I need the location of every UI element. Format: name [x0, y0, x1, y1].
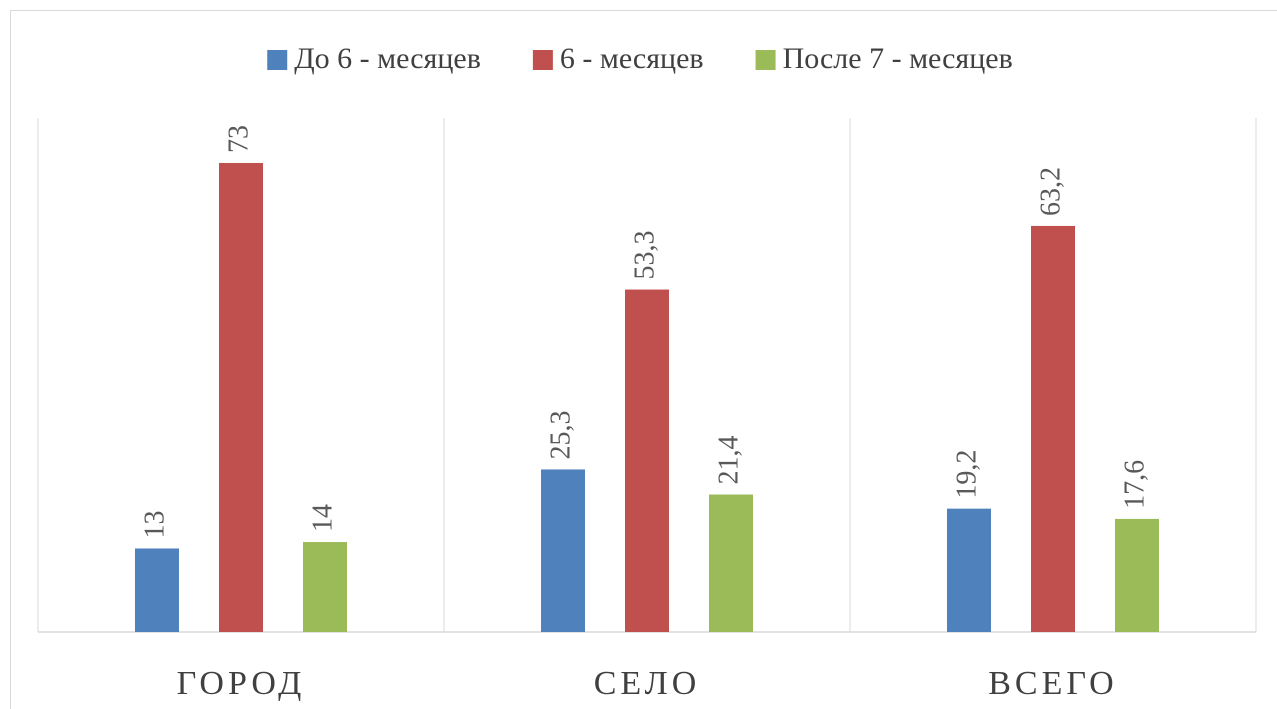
x-tick-label: СЕЛО [594, 665, 701, 702]
data-label: 73 [223, 125, 254, 153]
bar [1115, 518, 1159, 632]
data-label: 63,2 [1035, 167, 1066, 216]
bar [541, 469, 585, 632]
bar [709, 494, 753, 632]
data-label: 21,4 [713, 436, 744, 485]
data-label: 19,2 [951, 450, 982, 499]
data-label: 17,6 [1119, 460, 1150, 509]
legend-swatch [267, 50, 288, 70]
bar [947, 508, 991, 632]
bar [135, 548, 179, 632]
legend-swatch [755, 50, 776, 70]
bar [625, 289, 669, 632]
legend-swatch [532, 50, 553, 70]
data-label: 14 [307, 504, 338, 532]
x-tick-label: ВСЕГО [988, 665, 1118, 702]
bar [219, 162, 263, 632]
data-label: 25,3 [545, 410, 576, 459]
x-tick-label: ГОРОД [177, 665, 306, 702]
legend-label: 6 - месяцев [560, 42, 704, 75]
data-label: 53,3 [629, 231, 660, 280]
data-label: 13 [139, 510, 170, 538]
bar [1031, 225, 1075, 632]
bar [303, 542, 347, 632]
legend-label: До 6 - месяцев [294, 42, 481, 75]
legend-label: После 7 - месяцев [783, 42, 1013, 75]
